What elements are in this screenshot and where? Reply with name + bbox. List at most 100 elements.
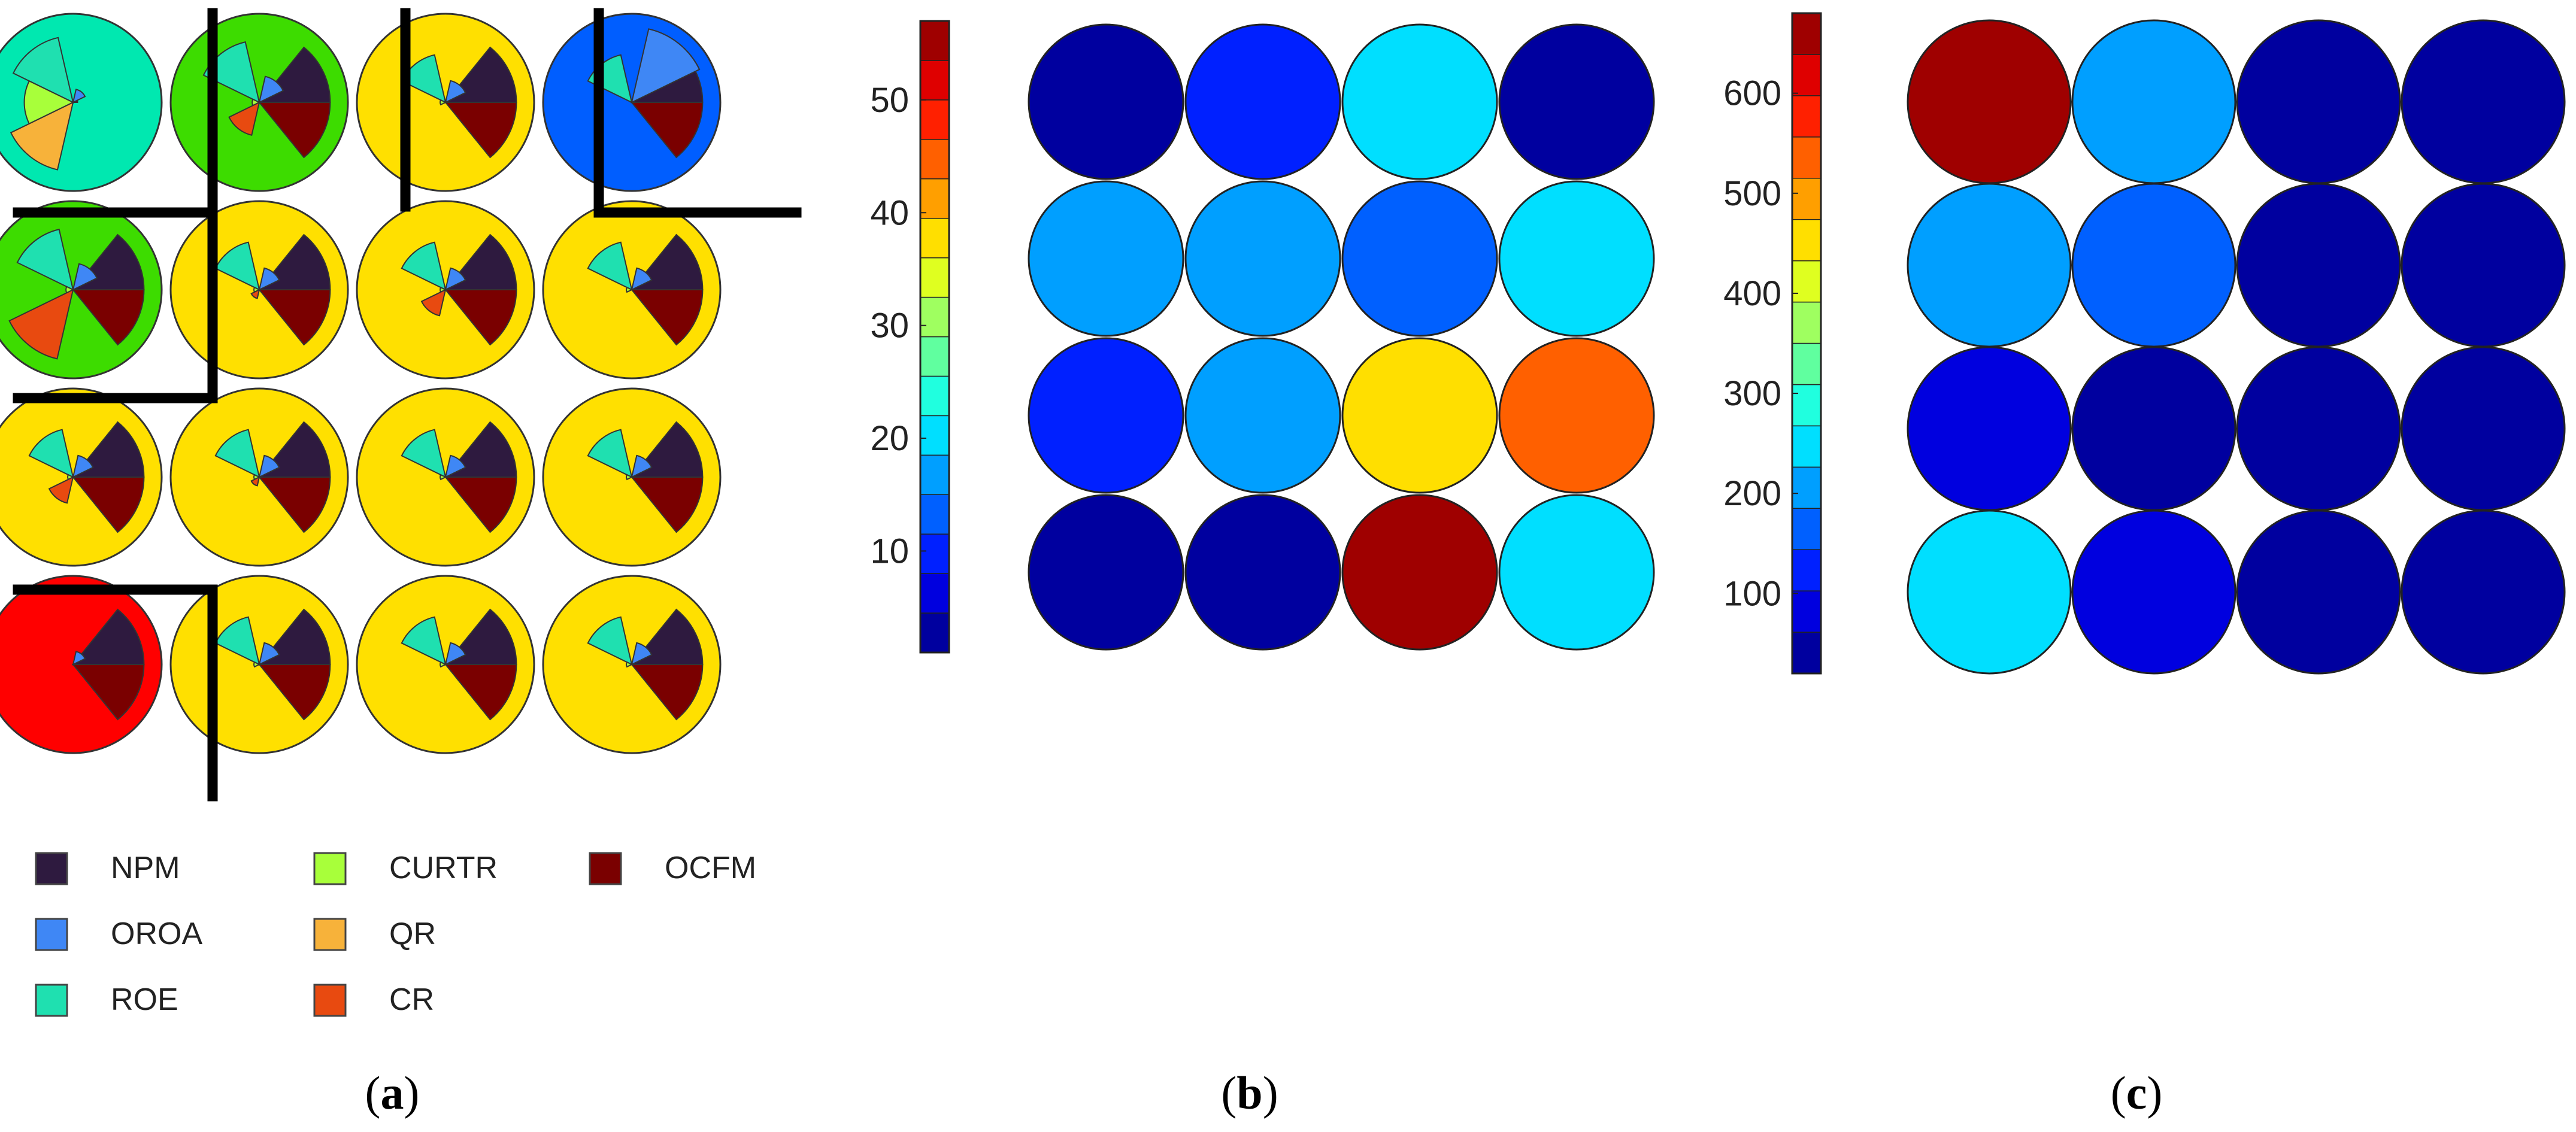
panel-b-heatmap: 10 20 30 40 50 [870,20,1655,654]
legend-swatch-oroa [35,918,68,951]
fan-sector-cr [228,101,260,136]
colorbar-tick-label: 200 [1723,474,1781,513]
legend-swatch-cr [313,984,347,1017]
caption-a-letter: a [381,1067,404,1119]
heatmap-neuron-3-1 [2071,509,2236,675]
caption-b: (b) [1221,1067,1278,1119]
fan-sector-oroa [258,454,280,478]
fan-sector-ocfm [444,102,517,159]
fan-sector-oroa [444,267,466,291]
colorbar-segment [920,375,950,417]
fan-sector-ocfm [444,477,517,533]
colorbar-segment [1792,13,1822,55]
fan-sector-roe [401,429,447,478]
fan-sector-cr [48,476,74,504]
fan-sector-roe [587,241,633,291]
fan-sector-oroa [72,89,86,104]
fan-sector-roe [401,616,447,666]
heatmap-neuron-3-0 [1907,509,2072,675]
colorbar-tick-label: 400 [1723,274,1781,313]
legend-label-npm: NPM [111,851,180,885]
colorbar-segment [1792,508,1822,550]
fan-sector-curtr [253,661,261,668]
fan-sector-roe [587,616,633,666]
heatmap-neuron-2-0 [1907,346,2072,511]
fan-sector-oroa [72,263,98,291]
colorbar-segment [920,336,950,377]
colorbar-segment [920,533,950,574]
heatmap-neuron-1-3 [1498,180,1655,337]
heatmap-neuron-1-1 [2071,183,2236,348]
caption-a: (a) [365,1067,420,1119]
colorbar-segment [1792,54,1822,96]
fan-sector-oroa [258,642,280,666]
fan-sector-ocfm [630,289,704,346]
colorbar-frame [919,20,950,654]
heatmap-neuron-0-2 [2236,19,2401,184]
colorbar-segment [920,139,950,180]
heatmap-neuron-1-2 [1341,180,1498,337]
colorbar-segment [920,99,950,140]
colorbar-segment [1792,178,1822,220]
heatmap-neuron-1-1 [1184,180,1341,337]
fan-sector-cr [420,289,447,317]
fan-sector-oroa [258,75,284,104]
heatmap-neuron-2-2 [1341,337,1498,494]
heatmap-neuron-3-2 [1341,494,1498,651]
panel-c-heatmap: 100 200 300 400 500 600 [1723,12,2566,675]
heatmap-neuron-1-0 [1028,180,1184,337]
heatmap-neuron-2-3 [2401,346,2566,511]
legend-swatch-npm [35,852,68,885]
panel-a-som-fan-grid [0,13,722,754]
fan-sector-ocfm [630,477,704,533]
fan-sector-oroa [444,454,466,478]
fan-sector-oroa [72,454,94,478]
heatmap-neuron-2-3 [1498,337,1655,494]
fan-sector-roe [587,429,633,478]
colorbar-segment [1792,549,1822,591]
fan-sector-curtr [626,286,634,293]
caption-c-letter: c [2126,1067,2147,1119]
colorbar-tick-label: 50 [870,81,909,120]
colorbar-segment [920,257,950,298]
panel-a-cluster-borders [13,8,802,802]
heatmap-neuron-0-0 [1028,23,1184,180]
heatmap-neuron-0-3 [1498,23,1655,180]
heatmap-neuron-3-2 [2236,509,2401,675]
fan-sector-npm [71,608,145,665]
fan-sector-curtr [626,661,634,668]
colorbar-segment [920,415,950,456]
fan-sector-roe [214,429,260,478]
fan-sector-oroa [258,267,280,291]
colorbar-segment [1792,342,1822,386]
heatmap-neuron-3-3 [2401,509,2566,675]
fan-sector-ocfm [71,477,145,533]
fan-sector-oroa [631,454,653,478]
legend-swatch-qr [313,918,347,951]
heatmap-neuron-0-1 [2071,19,2236,184]
colorbar-tick-label: 300 [1723,374,1781,413]
colorbar-segment [920,296,950,338]
fan-sector-ocfm [630,664,704,721]
fan-sector-curtr [440,661,447,668]
fan-sector-ocfm [71,289,145,346]
fan-sector-roe [28,429,74,478]
heatmap-neuron-2-0 [1028,337,1184,494]
colorbar-tick-label: 20 [870,419,909,458]
colorbar-segment [1792,384,1822,427]
fan-sector-curtr [440,99,447,106]
colorbar-segment [1792,425,1822,468]
legend-swatch-roe [35,984,68,1017]
heatmap-neuron-0-0 [1907,19,2072,184]
colorbar-tick-label: 100 [1723,574,1781,613]
colorbar-tick-label: 600 [1723,74,1781,113]
legend-label-cr: CR [389,982,434,1017]
colorbar-segment [920,494,950,535]
heatmap-neuron-3-3 [1498,494,1655,651]
fan-sector-oroa [444,80,466,104]
fan-sector-qr [10,101,74,171]
fan-sector-ocfm [257,102,331,159]
colorbar-tick-label: 40 [870,193,909,232]
colorbar-segment [1792,260,1822,303]
